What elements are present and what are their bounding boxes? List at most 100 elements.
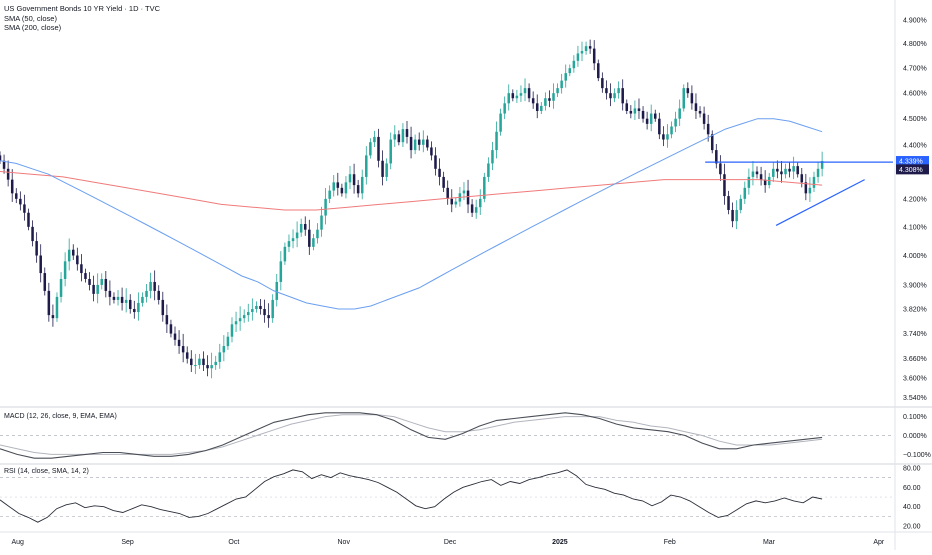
candle — [194, 365, 197, 367]
candle — [242, 315, 246, 319]
chart-title: US Government Bonds 10 YR Yield · 1D · T… — [4, 4, 161, 13]
candle — [47, 290, 51, 316]
candle — [609, 93, 612, 99]
candle — [772, 168, 775, 177]
candle — [202, 358, 205, 366]
candle — [653, 113, 657, 119]
candle — [324, 198, 327, 216]
candle — [694, 103, 698, 111]
time-tick-label: Dec — [444, 539, 457, 546]
time-tick-label: Sep — [121, 539, 134, 546]
candle — [621, 88, 624, 104]
candle — [462, 190, 466, 194]
sma200-line — [0, 171, 823, 211]
price-tag-label: 4.339% — [899, 159, 923, 166]
candle — [430, 147, 433, 156]
macd-line — [0, 412, 823, 459]
candle — [560, 80, 563, 89]
candle — [271, 299, 274, 319]
candle — [405, 129, 409, 137]
price-tick-label: 4.000% — [903, 253, 927, 260]
price-tick-label: 4.600% — [903, 91, 927, 98]
candle — [393, 134, 397, 140]
candle — [177, 339, 181, 347]
candle — [275, 281, 279, 300]
candle — [116, 296, 120, 300]
rsi-tick-label: 40.00 — [903, 504, 921, 511]
candle — [540, 105, 543, 111]
price-tag-current: 4.339% — [896, 156, 929, 167]
candle — [190, 358, 193, 366]
candle — [483, 176, 486, 199]
time-tick-label: 2025 — [552, 539, 568, 546]
candle — [320, 215, 323, 230]
candle — [137, 302, 140, 313]
time-tick-label: Nov — [338, 539, 351, 546]
candle — [670, 126, 673, 135]
macd-label[interactable]: MACD (12, 26, close, 9, EMA, EMA) — [4, 413, 117, 420]
candle — [450, 198, 454, 205]
candle — [535, 103, 539, 111]
candle — [434, 155, 437, 169]
candle — [369, 142, 372, 156]
candle — [495, 131, 498, 151]
candle — [629, 110, 633, 114]
candle — [238, 318, 242, 322]
candle — [645, 118, 649, 124]
candle — [723, 174, 726, 197]
candle — [633, 108, 637, 114]
candle — [658, 118, 661, 135]
candle — [649, 113, 653, 124]
candle — [401, 129, 405, 143]
rsi-label[interactable]: RSI (14, close, SMA, 14, 2) — [4, 468, 89, 475]
candle — [788, 168, 791, 172]
candle — [153, 281, 156, 291]
candle — [548, 98, 551, 101]
candle — [10, 179, 14, 194]
candle — [149, 281, 152, 291]
candle — [491, 150, 494, 164]
candle — [544, 98, 547, 106]
candle — [637, 108, 641, 111]
legend-sma50[interactable]: SMA (50, close) — [4, 13, 57, 23]
price-tick-label: 3.820% — [903, 306, 927, 313]
candle — [100, 278, 104, 285]
candle — [2, 160, 6, 169]
candle — [287, 241, 291, 247]
candle — [0, 155, 2, 161]
rsi-tick-label: 80.00 — [903, 465, 921, 472]
macd-tick-label: 0.000% — [903, 433, 927, 440]
candle — [487, 163, 490, 177]
candle — [531, 98, 535, 104]
candle — [365, 155, 368, 177]
candle — [67, 249, 71, 262]
price-tag-last: 4.308% — [896, 164, 929, 175]
candle — [88, 278, 91, 285]
chart-legend: US Government Bonds 10 YR Yield · 1D · T… — [4, 4, 160, 33]
price-tick-label: 4.900% — [903, 17, 927, 24]
price-tick-label: 4.100% — [903, 224, 927, 231]
price-tick-label: 3.600% — [903, 375, 927, 382]
candle — [597, 63, 600, 79]
candle — [816, 168, 820, 177]
time-tick-label: Feb — [664, 539, 676, 546]
candle — [576, 53, 580, 61]
candle — [397, 134, 401, 143]
candle — [527, 88, 531, 99]
candle — [446, 187, 449, 199]
price-tick-label: 4.500% — [903, 116, 927, 123]
candle — [332, 182, 335, 191]
candle — [409, 136, 413, 151]
support-trendline — [775, 179, 865, 226]
legend-sma200[interactable]: SMA (200, close) — [4, 23, 62, 32]
candle — [316, 229, 319, 239]
candle — [792, 166, 795, 172]
candle — [719, 163, 722, 175]
time-tick-label: Apr — [873, 539, 885, 546]
price-tick-label: 4.200% — [903, 196, 927, 203]
candle — [263, 308, 266, 316]
candle — [279, 261, 283, 282]
price-tick-label: 3.740% — [903, 331, 927, 338]
